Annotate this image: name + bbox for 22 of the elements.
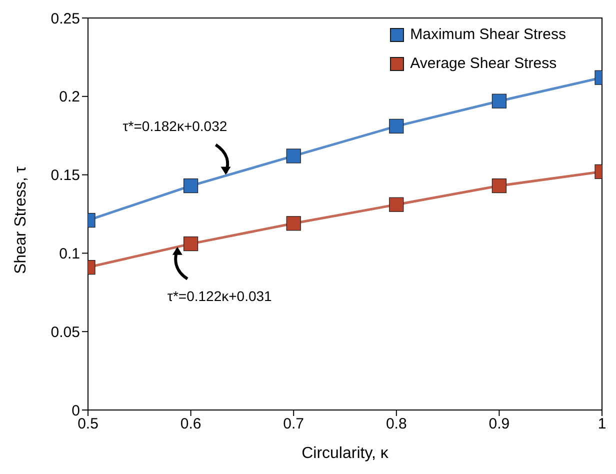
y-tick-label: 0.1 xyxy=(59,246,80,263)
x-axis-title: Circularity, κ xyxy=(302,445,390,462)
legend-label: Maximum Shear Stress xyxy=(410,26,566,43)
y-tick-label: 0 xyxy=(72,402,80,420)
point xyxy=(389,197,404,212)
y-tick-label: 0.25 xyxy=(50,10,80,28)
x-tick-label: 0.9 xyxy=(488,416,510,433)
y-tick-label: 0.05 xyxy=(50,324,80,341)
annotation: τ*=0.122κ+0.031 xyxy=(167,288,272,304)
point xyxy=(389,118,404,134)
y-axis-title: Shear Stress, τ xyxy=(12,166,30,274)
x-tick-label: 0.5 xyxy=(78,416,98,433)
x-tick-label: 0.6 xyxy=(180,416,202,433)
x-tick-label: 0.7 xyxy=(283,416,304,433)
y-tick-label: 0.15 xyxy=(50,167,80,184)
point xyxy=(286,148,301,164)
x-tick-label: 0.8 xyxy=(386,416,407,433)
x-tick-label: 1 xyxy=(598,416,606,433)
y-tick-label: 0.2 xyxy=(59,88,80,106)
point xyxy=(286,216,301,231)
annotation: τ*=0.182κ+0.032 xyxy=(122,118,228,134)
legend-label: Average Shear Stress xyxy=(410,55,557,72)
